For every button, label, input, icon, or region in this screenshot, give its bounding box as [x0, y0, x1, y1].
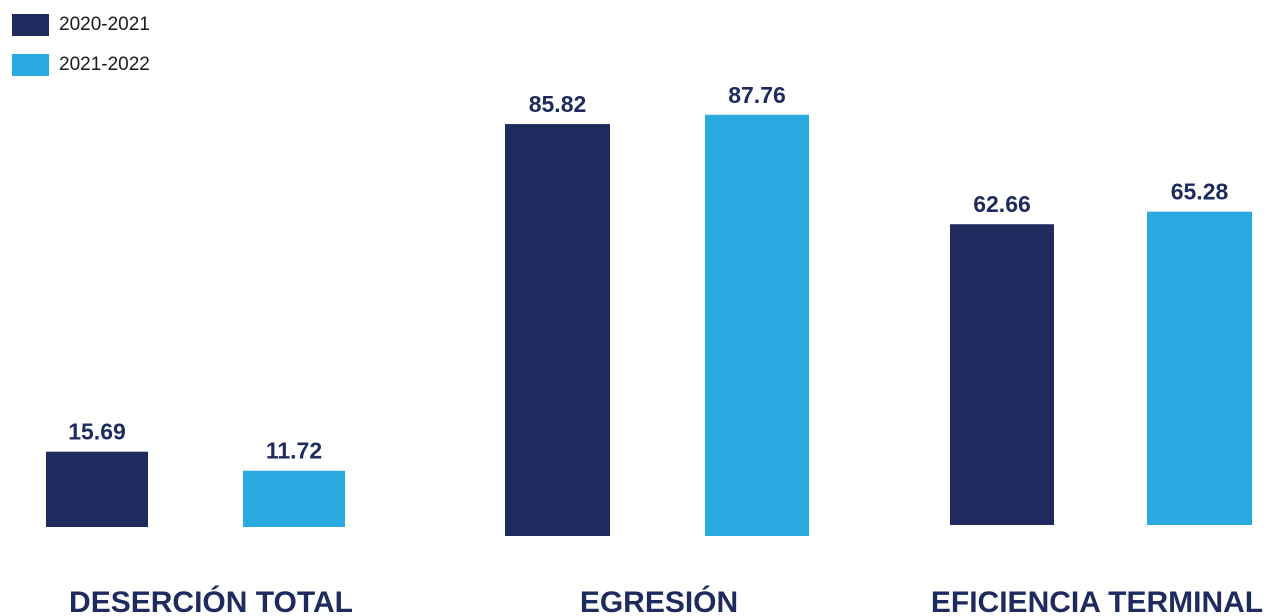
legend-label-2020-2021: 2020-2021	[59, 14, 150, 35]
bar-eficiencia-terminal-2020-2021	[950, 224, 1054, 525]
bar-eficiencia-terminal-2021-2022	[1147, 211, 1252, 525]
data-label-egresion-2020-2021: 85.82	[529, 91, 587, 117]
bar-egresion-2020-2021	[505, 124, 610, 537]
category-label-desercion-total: DESERCIÓN TOTAL	[69, 585, 353, 616]
data-label-desercion-total-2021-2022: 11.72	[266, 438, 322, 464]
legend-swatch-2020-2021	[12, 14, 49, 36]
legend-item-2021-2022: 2021-2022	[12, 54, 150, 76]
bar-desercion-total-2021-2022	[243, 470, 345, 527]
bar-desercion-total-2020-2021	[46, 451, 148, 527]
data-label-desercion-total-2020-2021: 15.69	[68, 419, 126, 445]
category-label-eficiencia-terminal: EFICIENCIA TERMINAL	[931, 586, 1263, 616]
category-label-egresion: EGRESIÓN	[580, 585, 738, 616]
data-label-egresion-2021-2022: 87.76	[728, 82, 786, 108]
data-label-eficiencia-terminal-2021-2022: 65.28	[1171, 179, 1229, 205]
legend-label-2021-2022: 2021-2022	[59, 54, 150, 75]
data-label-eficiencia-terminal-2020-2021: 62.66	[973, 191, 1031, 217]
legend-swatch-2021-2022	[12, 54, 49, 76]
bar-egresion-2021-2022	[705, 114, 809, 536]
legend-item-2020-2021: 2020-2021	[12, 14, 150, 36]
legend: 2020-2021 2021-2022	[12, 14, 150, 94]
